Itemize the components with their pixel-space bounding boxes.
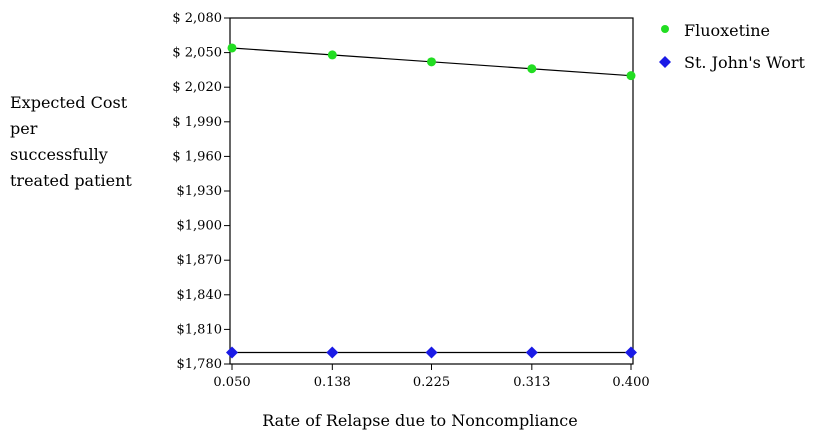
legend-marker-st-johns-wort <box>659 56 671 68</box>
y-tick-label: $1,930 <box>177 184 223 199</box>
x-tick-label: 0.225 <box>413 375 450 390</box>
data-point-st-johns-wort <box>226 346 238 359</box>
x-tick-label: 0.400 <box>612 375 649 390</box>
data-point-st-johns-wort <box>525 346 538 359</box>
y-tick-label: $ 2,080 <box>172 11 222 26</box>
plot-area: $1,780 $1,810 $1,840 $1,870 $1,900 $1,930 $ 1,… <box>172 11 649 390</box>
y-tick-label: $ 2,020 <box>172 80 222 95</box>
y-tick-label: $ 1,990 <box>172 115 222 130</box>
y-tick-label: $1,870 <box>177 253 223 268</box>
data-point-fluoxetine <box>427 57 436 67</box>
data-point-st-johns-wort <box>425 346 438 359</box>
legend-label-st-johns-wort: St. John's Wort <box>684 53 806 72</box>
data-point-fluoxetine <box>227 43 237 53</box>
x-tick-label: 0.050 <box>213 375 250 390</box>
x-tick-label: 0.313 <box>513 375 550 390</box>
y-tick-label: $ 2,050 <box>172 46 222 61</box>
legend-marker-fluoxetine <box>661 25 669 33</box>
y-tick-label: $1,810 <box>177 322 223 337</box>
y-axis-title-line-3: successfully <box>10 145 108 164</box>
y-axis-title-line-2: per <box>10 119 38 138</box>
y-tick-label: $1,780 <box>177 357 223 372</box>
x-axis-title: Rate of Relapse due to Noncompliance <box>262 411 577 430</box>
y-tick-label: $1,900 <box>177 219 223 234</box>
legend-label-fluoxetine: Fluoxetine <box>684 21 770 40</box>
y-axis-title: Expected Cost per successfully treated p… <box>10 93 132 190</box>
data-point-fluoxetine <box>527 64 537 74</box>
y-tick-label: $1,840 <box>177 288 223 303</box>
data-point-fluoxetine <box>327 50 337 60</box>
data-point-fluoxetine <box>626 71 636 81</box>
x-tick-label: 0.138 <box>314 375 351 390</box>
y-axis-title-line-1: Expected Cost <box>10 93 128 112</box>
plot-frame <box>229 17 634 365</box>
legend: Fluoxetine St. John's Wort <box>659 21 806 72</box>
y-tick-label: $ 1,960 <box>172 149 222 164</box>
data-point-st-johns-wort <box>625 346 637 359</box>
data-point-st-johns-wort <box>326 346 339 359</box>
y-axis-title-line-4: treated patient <box>10 171 132 190</box>
